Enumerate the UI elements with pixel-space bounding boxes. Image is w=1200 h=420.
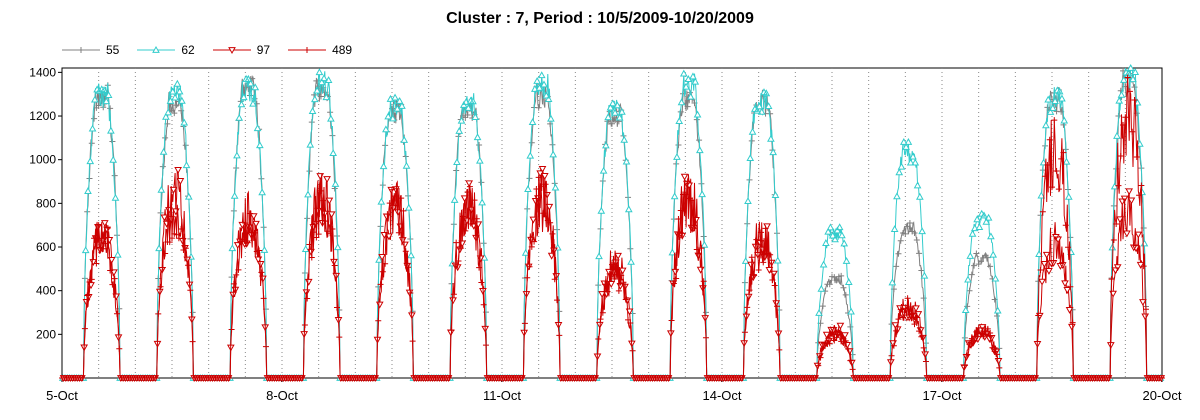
legend-label: 55 bbox=[106, 43, 120, 57]
legend-label: 62 bbox=[181, 43, 195, 57]
legend-swatch bbox=[212, 47, 251, 55]
x-tick-label: 17-Oct bbox=[922, 388, 961, 403]
y-tick-label: 400 bbox=[36, 284, 56, 298]
x-tick-label: 8-Oct bbox=[266, 388, 298, 403]
y-tick-label: 1400 bbox=[29, 65, 56, 79]
x-tick-label: 11-Oct bbox=[483, 388, 521, 403]
legend: 55 62 97 489 bbox=[62, 42, 370, 58]
chart-title: Cluster : 7, Period : 10/5/2009-10/20/20… bbox=[446, 10, 754, 27]
y-tick-label: 800 bbox=[36, 196, 56, 210]
legend-label: 97 bbox=[256, 43, 271, 57]
legend-swatch bbox=[288, 47, 327, 53]
legend-item-55: 55 bbox=[62, 43, 119, 57]
legend-swatch bbox=[62, 47, 100, 53]
legend-item-489: 489 bbox=[288, 43, 352, 57]
y-tick-label: 1200 bbox=[29, 109, 56, 123]
y-tick-label: 1000 bbox=[29, 153, 56, 167]
y-tick-label: 600 bbox=[36, 240, 56, 254]
x-tick-label: 14-Oct bbox=[702, 388, 741, 403]
y-tick-label: 200 bbox=[36, 327, 56, 341]
legend-label: 489 bbox=[332, 43, 353, 57]
legend-item-97: 97 bbox=[212, 43, 271, 57]
x-tick-label: 20-Oct bbox=[1142, 388, 1181, 403]
series-markers-489 bbox=[59, 74, 1165, 381]
x-tick-label: 5-Oct bbox=[46, 388, 78, 403]
legend-item-62: 62 bbox=[137, 43, 195, 57]
legend-swatch bbox=[137, 45, 176, 53]
